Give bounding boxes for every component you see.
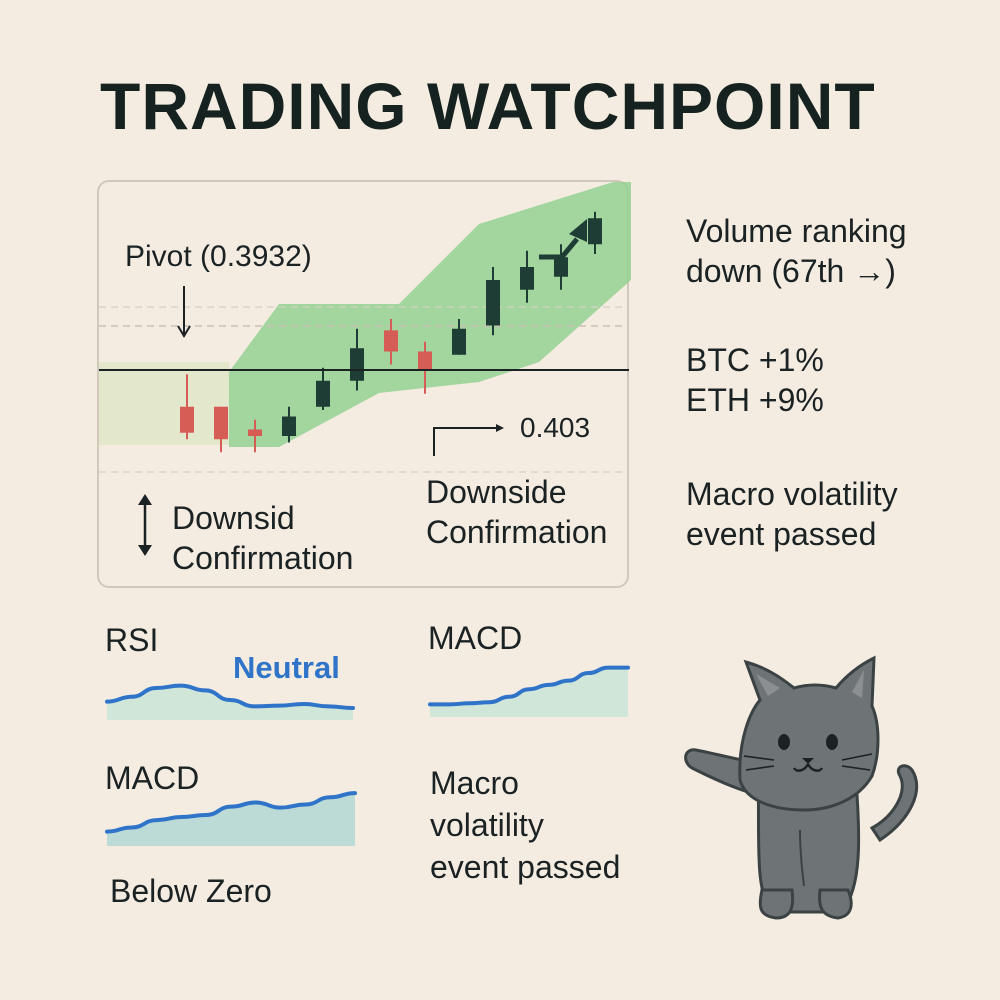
candle-down xyxy=(418,351,432,371)
candle-up xyxy=(486,280,500,326)
eth-change: ETH +9% xyxy=(686,382,824,418)
level-annotation: 0.403 xyxy=(520,412,591,443)
downside-note-left-line2: Confirmation xyxy=(172,540,354,576)
macro-note-bottom-line2: volatility xyxy=(430,807,544,843)
series-line xyxy=(428,665,630,707)
volume-note-line2: down (67th →) xyxy=(686,253,896,289)
macd-bottom-mini-chart xyxy=(105,791,357,846)
candle-up xyxy=(350,348,364,381)
area-fill xyxy=(107,685,353,720)
area-fill xyxy=(430,667,628,717)
macd-bottom-title: MACD xyxy=(105,760,200,796)
candle-up xyxy=(282,416,296,436)
trend-arrowhead-icon xyxy=(569,219,587,242)
downside-note-left: Downsid Confirmation xyxy=(172,498,353,578)
macd-status: Below Zero xyxy=(110,873,272,909)
series-line xyxy=(105,791,357,834)
downside-note-mid-line2: Confirmation xyxy=(426,514,608,550)
candlestick-chart-panel xyxy=(97,180,631,588)
pivot-annotation: Pivot (0.3932) xyxy=(125,240,312,273)
level-pointer-icon xyxy=(433,424,504,456)
cat-icon xyxy=(684,655,919,920)
rsi-mini-chart xyxy=(105,683,355,720)
volume-note: Volume ranking down (67th →) xyxy=(686,211,907,291)
support-zone xyxy=(99,362,229,445)
candle-up xyxy=(588,218,602,245)
macd-top-title: MACD xyxy=(428,620,523,656)
pivot-down-arrow-icon xyxy=(177,286,191,338)
btc-change: BTC +1% xyxy=(686,342,824,378)
downside-note-mid: Downside Confirmation xyxy=(426,472,607,552)
downside-note-mid-line1: Downside xyxy=(426,474,567,510)
macro-note-bottom-line3: event passed xyxy=(430,849,621,885)
macro-note-right-line2: event passed xyxy=(686,516,877,552)
macro-note-right-line1: Macro volatility xyxy=(686,476,898,512)
macro-note-bottom: Macro volatility event passed xyxy=(430,762,620,888)
downside-note-left-line1: Downsid xyxy=(172,500,295,536)
candle-down xyxy=(248,429,262,436)
vertical-range-arrow-icon xyxy=(138,494,152,556)
candle-down xyxy=(384,330,398,352)
macro-note-right: Macro volatility event passed xyxy=(686,474,898,554)
macd-top-mini-chart xyxy=(428,665,630,717)
candle-down xyxy=(180,406,194,433)
rsi-status: Neutral xyxy=(233,650,340,685)
volume-note-line1: Volume ranking xyxy=(686,213,907,249)
candle-up xyxy=(554,257,568,277)
page-title: TRADING WATCHPOINT xyxy=(100,69,876,143)
trend-arrow-icon xyxy=(539,237,579,260)
crypto-change-note: BTC +1% ETH +9% xyxy=(686,340,824,420)
series-line xyxy=(105,683,355,710)
candle-up xyxy=(316,380,330,407)
candle-down xyxy=(214,406,228,440)
candle-up xyxy=(452,328,466,355)
rsi-title: RSI xyxy=(105,622,159,658)
candle-up xyxy=(520,267,534,290)
macro-note-bottom-line1: Macro xyxy=(430,765,519,801)
candlestick-chart xyxy=(99,182,631,473)
